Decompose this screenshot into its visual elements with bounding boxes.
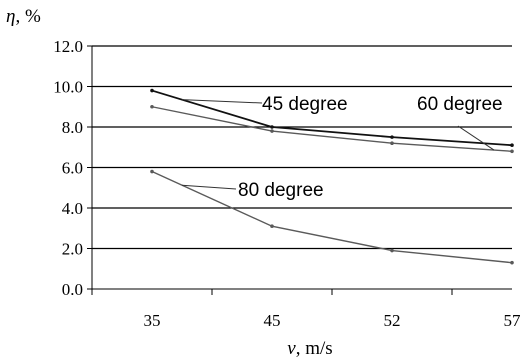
y-tick-label: 10.0	[53, 78, 83, 97]
x-tick-label: 57	[504, 311, 522, 330]
series-label: 80 degree	[238, 180, 324, 201]
x-axis: 35 45 52 57	[91, 288, 522, 330]
data-point	[270, 129, 274, 133]
series-line	[151, 170, 513, 264]
series-label: 45 degree	[262, 94, 348, 115]
data-point	[510, 260, 514, 265]
label-leader-line	[457, 125, 495, 151]
label-leader-line	[181, 99, 263, 104]
data-point	[150, 88, 154, 93]
series-labels: 45 degree 60 degree 80 degree	[181, 94, 503, 201]
data-point	[390, 135, 394, 139]
label-leader-line	[181, 184, 237, 190]
y-axis-title: η, %	[6, 6, 41, 27]
y-tick-label: 6.0	[62, 159, 83, 178]
y-axis-ticks: 0.0 2.0 4.0 6.0 8.0 10.0 12.0	[53, 37, 93, 299]
y-tick-label: 12.0	[53, 37, 83, 56]
y-tick-label: 8.0	[62, 118, 83, 137]
x-tick-label: 35	[144, 311, 161, 330]
data-point	[270, 125, 274, 129]
y-tick-label: 4.0	[62, 199, 83, 218]
series-line	[151, 89, 513, 147]
series-lines	[150, 88, 514, 265]
data-point	[510, 143, 514, 148]
data-point	[150, 169, 154, 174]
x-tick-label: 52	[384, 311, 401, 330]
x-axis-unit: , m/s	[296, 338, 333, 359]
y-axis-unit: , %	[15, 6, 41, 27]
x-axis-title: v, m/s	[287, 338, 332, 359]
data-point	[150, 104, 154, 109]
data-point	[390, 141, 394, 145]
data-point	[510, 149, 514, 154]
series-line	[151, 106, 513, 152]
x-tick-label: 45	[264, 311, 281, 330]
y-axis-symbol: η	[6, 6, 15, 27]
data-point	[390, 248, 394, 253]
y-tick-label: 2.0	[62, 240, 83, 259]
gridlines	[92, 45, 512, 250]
x-axis-symbol: v	[287, 338, 296, 359]
series-label: 60 degree	[417, 94, 503, 115]
data-point	[270, 224, 274, 229]
y-tick-label: 0.0	[62, 280, 83, 299]
